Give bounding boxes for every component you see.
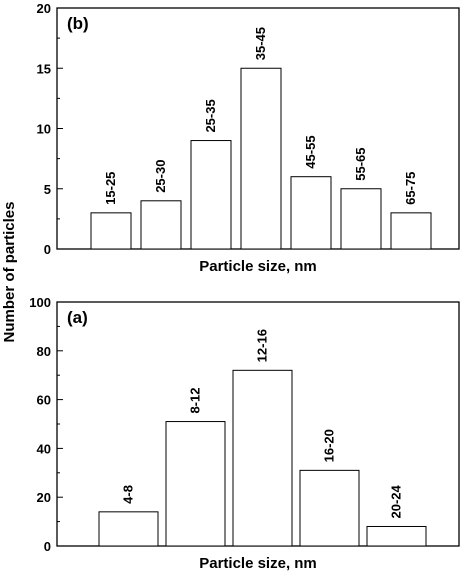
shared-y-axis-title: Number of particles	[1, 202, 18, 343]
y-tick-label: 60	[37, 393, 51, 408]
bar-20-24	[366, 525, 427, 547]
y-tick-label: 10	[37, 122, 51, 137]
bar-55-65	[340, 188, 382, 250]
bar-label-20-24: 20-24	[389, 484, 404, 518]
y-tick-label: 40	[37, 441, 51, 456]
bar-label-15-25: 15-25	[103, 172, 118, 205]
y-tick-label: 5	[44, 182, 51, 197]
bar-label-25-35: 25-35	[203, 99, 218, 132]
x-axis-title: Particle size, nm	[199, 555, 317, 571]
bar-15-25	[90, 212, 132, 250]
bar-label-25-30: 25-30	[153, 160, 168, 193]
panel-a-chart: 0 20 40 60 80 100 (a) 4-8 8-12 12-16 16-20 20-24 Par…	[29, 295, 460, 571]
bar-label-4-8: 4-8	[121, 485, 136, 504]
bar-45-55	[290, 176, 332, 250]
y-tick-label: 20	[37, 1, 51, 16]
panel-b-chart: 0 5 10 15 20 (b) 15-25 25-30 25-35 35-45 45-55 55-6…	[37, 1, 460, 275]
bar-16-20	[299, 469, 360, 547]
bar-25-30	[140, 200, 182, 250]
y-tick-label: 0	[44, 539, 51, 554]
bar-label-65-75: 65-75	[403, 172, 418, 205]
bar-label-35-45: 35-45	[253, 27, 268, 60]
bar-35-45	[240, 67, 282, 250]
bar-25-35	[190, 140, 232, 250]
y-tick-label: 100	[29, 295, 51, 310]
bar-65-75	[390, 212, 432, 250]
bar-4-8	[98, 511, 159, 547]
bar-label-8-12: 8-12	[188, 388, 203, 414]
bar-label-16-20: 16-20	[322, 429, 337, 462]
y-tick-label: 15	[37, 61, 51, 76]
panel-label-b: (b)	[67, 14, 89, 33]
y-tick-label: 80	[37, 344, 51, 359]
x-axis-title: Particle size, nm	[199, 258, 317, 275]
y-tick-label: 20	[37, 490, 51, 505]
panel-label-a: (a)	[67, 308, 88, 327]
y-tick-label: 0	[44, 242, 51, 257]
bar-label-45-55: 45-55	[303, 135, 318, 168]
bar-label-12-16: 12-16	[255, 329, 270, 362]
bar-label-55-65: 55-65	[353, 148, 368, 181]
bar-12-16	[232, 369, 293, 547]
bar-8-12	[165, 421, 226, 547]
